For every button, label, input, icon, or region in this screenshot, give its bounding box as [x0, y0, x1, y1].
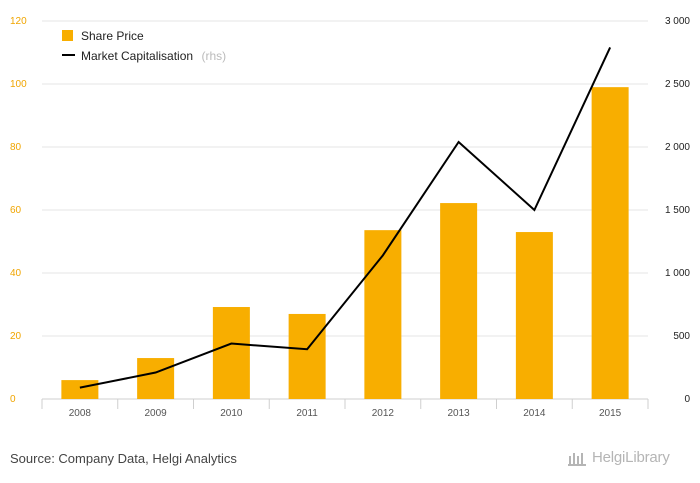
bar-share-price [137, 358, 175, 399]
bar-share-price [364, 230, 402, 399]
right-tick-label: 1 000 [665, 268, 690, 279]
left-tick-label: 60 [10, 205, 22, 216]
bar-share-price [591, 87, 629, 400]
bar-share-price [212, 307, 250, 399]
x-tick-label: 2010 [220, 408, 243, 419]
brand-name: HelgiLibrary [592, 449, 670, 466]
x-tick-label: 2008 [69, 408, 92, 419]
left-axis-ticks: 0 20 40 60 80 100 120 [10, 16, 27, 405]
legend: Share Price Market Capitalisation (rhs) [62, 29, 226, 64]
x-tick-label: 2009 [145, 408, 168, 419]
line-market-cap [79, 47, 612, 389]
bar-share-price [440, 203, 478, 399]
legend-label-market-cap-suffix: (rhs) [202, 49, 227, 63]
x-tick-label: 2011 [296, 408, 318, 419]
left-tick-label: 0 [10, 394, 16, 405]
x-tick-label: 2012 [372, 408, 395, 419]
gridlines [42, 20, 648, 400]
source-note: Source: Company Data, Helgi Analytics [10, 451, 237, 466]
bar-share-price [288, 313, 326, 399]
right-axis-ticks: 0 500 1 000 1 500 2 000 2 500 3 000 [665, 16, 690, 405]
chart: 0 20 40 60 80 100 120 0 500 1 000 1 500 2 000 2 500… [10, 16, 690, 419]
library-icon [568, 450, 588, 466]
brand-logo: HelgiLibrary [568, 449, 670, 466]
bar-share-price [61, 380, 99, 399]
left-tick-label: 40 [10, 268, 22, 279]
bar-series [61, 87, 629, 400]
bar-share-price [515, 232, 553, 399]
left-tick-label: 100 [10, 79, 27, 90]
right-tick-label: 1 500 [665, 205, 690, 216]
legend-swatch-share-price [62, 30, 73, 41]
x-axis-ticks: 2008 2009 2010 2011 2012 2013 2014 2015 [41, 399, 649, 419]
legend-label-market-cap-text: Market Capitalisation [81, 49, 193, 63]
right-tick-label: 500 [673, 331, 690, 342]
x-tick-label: 2013 [448, 408, 471, 419]
right-tick-label: 2 000 [665, 142, 690, 153]
x-tick-label: 2015 [599, 408, 622, 419]
left-tick-label: 20 [10, 331, 22, 342]
legend-label-market-cap: Market Capitalisation (rhs) [81, 47, 226, 64]
legend-label-share-price: Share Price [81, 29, 144, 43]
line-series [79, 47, 612, 389]
right-tick-label: 2 500 [665, 79, 690, 90]
right-tick-label: 0 [684, 394, 690, 405]
left-tick-label: 80 [10, 142, 22, 153]
x-tick-label: 2014 [523, 408, 546, 419]
right-tick-label: 3 000 [665, 16, 690, 27]
left-tick-label: 120 [10, 16, 27, 27]
